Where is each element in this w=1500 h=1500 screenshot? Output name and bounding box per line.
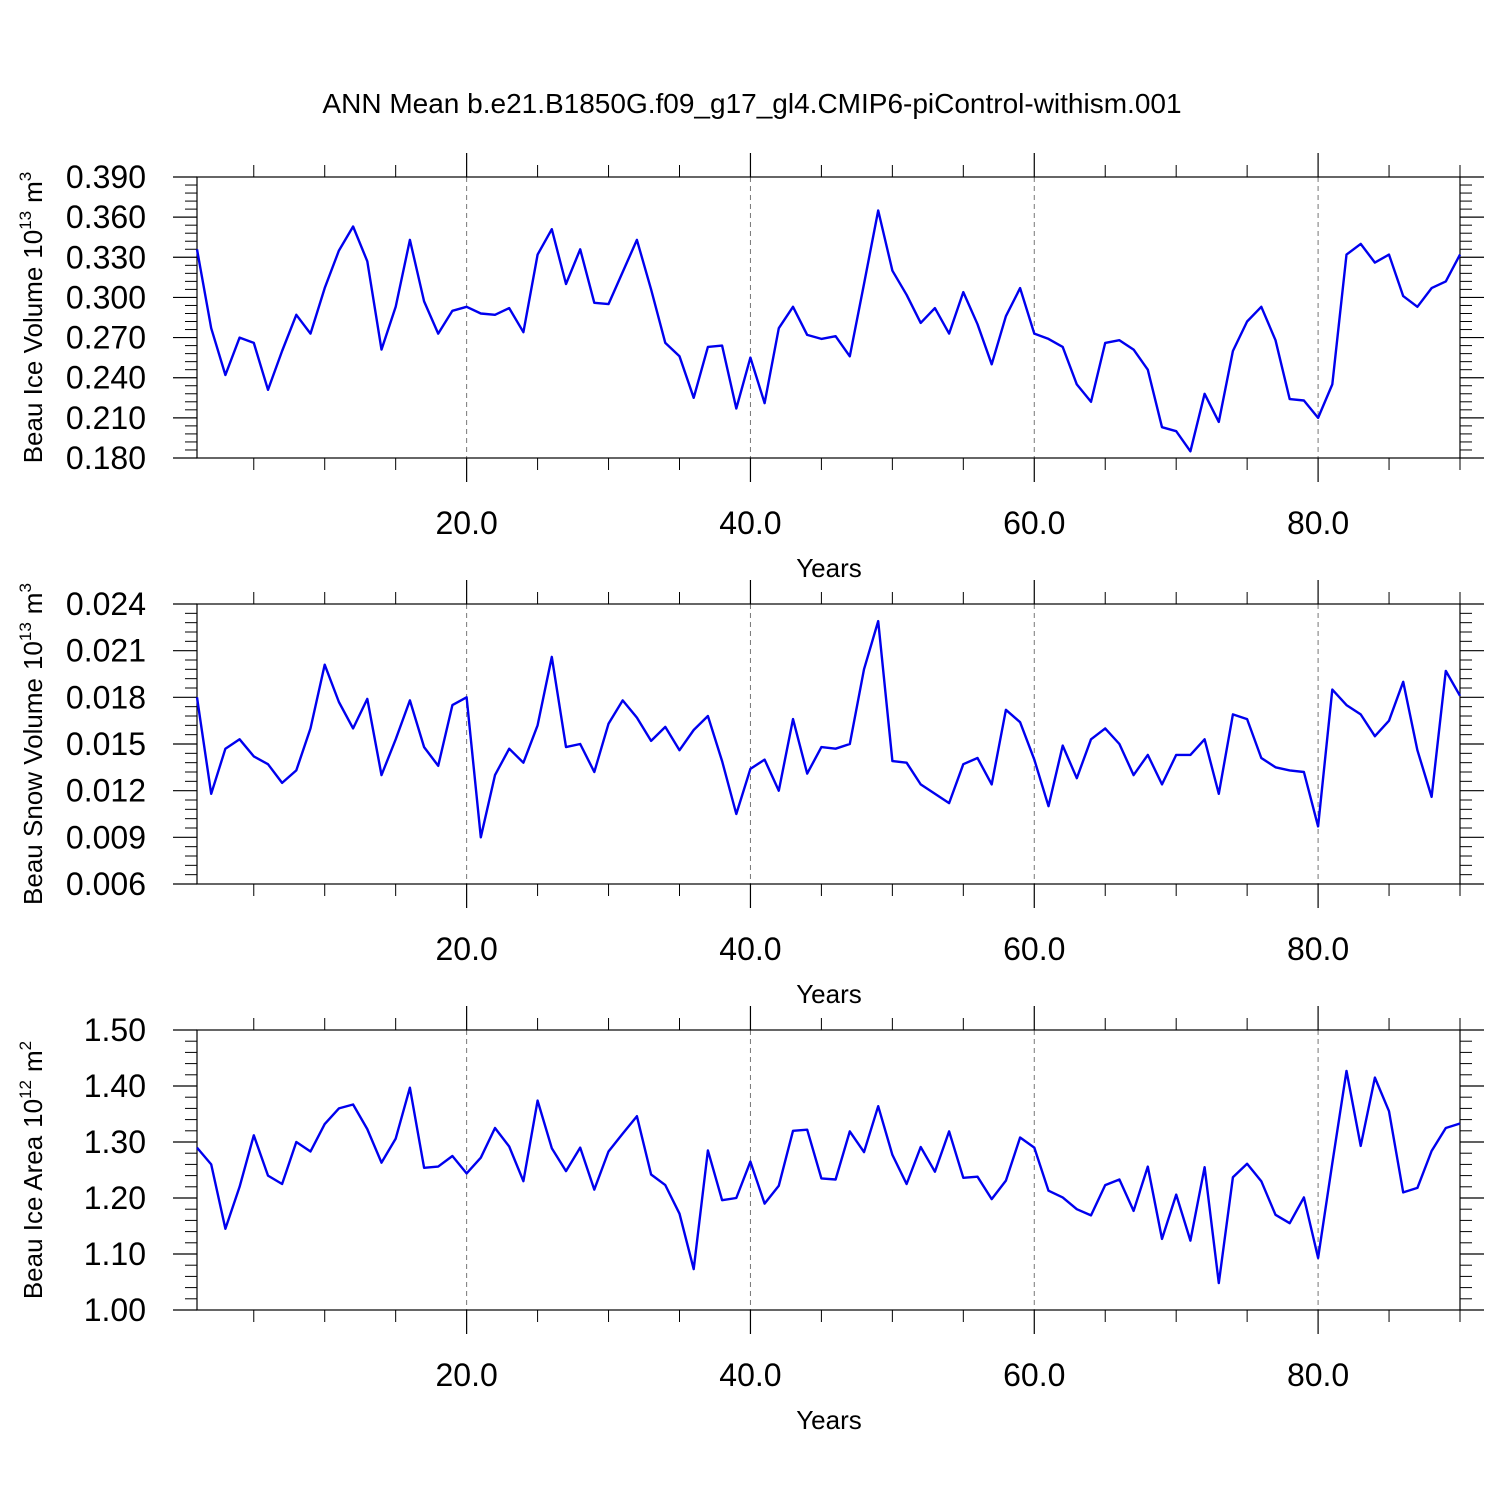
- y-tick-label: 0.018: [66, 679, 146, 715]
- x-tick-label: 80.0: [1287, 505, 1349, 541]
- plot-frame: [196, 176, 1461, 459]
- x-tick-label: 20.0: [435, 931, 497, 967]
- y-tick-label: 1.30: [84, 1124, 146, 1160]
- x-gridlines: [466, 153, 1319, 482]
- x-tick-label: 80.0: [1287, 931, 1349, 967]
- x-tick-label: 60.0: [1003, 505, 1065, 541]
- y-tick-label: 0.012: [66, 773, 146, 809]
- y-tick-label: 1.10: [84, 1236, 146, 1272]
- y-tick-label: 1.50: [84, 1012, 146, 1048]
- minor-ticks: [173, 165, 1484, 470]
- snow-volume-series-line: [195, 619, 1462, 839]
- y-tick-label: 0.009: [66, 819, 146, 855]
- x-gridlines: [466, 580, 1319, 908]
- x-tick-label: 40.0: [719, 931, 781, 967]
- x-axis-label: Years: [796, 1405, 862, 1435]
- y-tick-label: 1.20: [84, 1180, 146, 1216]
- x-gridlines: [466, 1006, 1319, 1334]
- x-tick-labels: 20.0 40.0 60.0 80.0: [435, 1357, 1349, 1393]
- chart-title: ANN Mean b.e21.B1850G.f09_g17_gl4.CMIP6-…: [322, 88, 1181, 119]
- y-tick-label: 0.006: [66, 866, 146, 902]
- y-tick-label: 0.210: [66, 400, 146, 436]
- plot-frame: [196, 603, 1461, 885]
- x-axis-label: Years: [796, 553, 862, 583]
- x-tick-label: 40.0: [719, 505, 781, 541]
- y-tick-label: 0.270: [66, 320, 146, 356]
- snow-volume-panel: 0.006 0.009 0.012 0.015 0.018 0.021 0.024 20.0…: [16, 580, 1484, 1009]
- x-tick-labels: 20.0 40.0 60.0 80.0: [435, 931, 1349, 967]
- ice-volume-panel: 0.180 0.210 0.240 0.270 0.300 0.330 0.360 0.390…: [16, 153, 1484, 583]
- y-axis-label: Beau Ice Volume1013m3: [16, 172, 48, 464]
- x-tick-label: 40.0: [719, 1357, 781, 1393]
- y-tick-label: 0.021: [66, 633, 146, 669]
- x-tick-label: 20.0: [435, 505, 497, 541]
- y-tick-label: 1.40: [84, 1068, 146, 1104]
- y-tick-label: 1.00: [84, 1292, 146, 1328]
- minor-ticks: [173, 1018, 1484, 1322]
- y-tick-label: 0.180: [66, 440, 146, 476]
- y-tick-label: 0.015: [66, 726, 146, 762]
- y-tick-labels: 1.00 1.10 1.20 1.30 1.40 1.50: [84, 1012, 146, 1328]
- y-axis-label: Beau Ice Area1012m2: [16, 1041, 48, 1299]
- y-tick-label: 0.390: [66, 159, 146, 195]
- x-tick-label: 60.0: [1003, 1357, 1065, 1393]
- y-tick-labels: 0.180 0.210 0.240 0.270 0.300 0.330 0.360 0.390: [66, 159, 146, 476]
- x-axis-label: Years: [796, 979, 862, 1009]
- y-tick-label: 0.300: [66, 279, 146, 315]
- plot-frame: [196, 1029, 1461, 1311]
- x-tick-label: 60.0: [1003, 931, 1065, 967]
- ice-area-panel: 1.00 1.10 1.20 1.30 1.40 1.50 20.0 40.0 60.0 80.…: [16, 1006, 1484, 1435]
- x-tick-labels: 20.0 40.0 60.0 80.0: [435, 505, 1349, 541]
- y-tick-label: 0.024: [66, 586, 146, 622]
- y-axis-label: Beau Snow Volume1013m3: [16, 583, 48, 905]
- y-tick-label: 0.360: [66, 199, 146, 235]
- y-tick-labels: 0.006 0.009 0.012 0.015 0.018 0.021 0.024: [66, 586, 146, 902]
- minor-ticks: [173, 592, 1484, 896]
- y-tick-label: 0.330: [66, 239, 146, 275]
- x-tick-label: 20.0: [435, 1357, 497, 1393]
- x-tick-label: 80.0: [1287, 1357, 1349, 1393]
- ice-area-series-line: [196, 1069, 1461, 1285]
- ice-volume-series-line: [195, 209, 1462, 453]
- y-tick-label: 0.240: [66, 360, 146, 396]
